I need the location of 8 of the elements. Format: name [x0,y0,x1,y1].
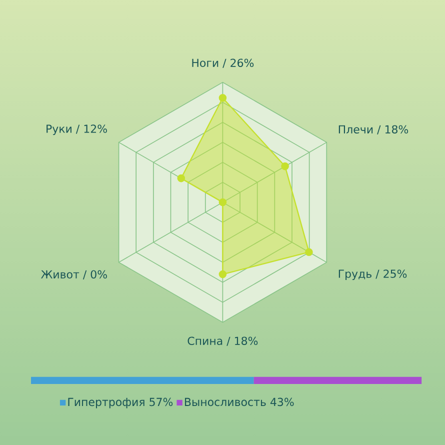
spoke-label: Плечи / 18% [338,125,408,134]
spoke-label: Руки / 12% [46,124,107,136]
spoke-label: Грудь / 25% [338,270,407,280]
spoke-label: Спина / 18% [188,336,258,346]
spoke-label: Ноги / 26% [192,58,254,68]
spoke-label: Живот / 0% [41,270,107,280]
legend-label: Выносливость 43% [184,398,294,406]
legend-label: Гипертрофия 57% [68,398,173,408]
